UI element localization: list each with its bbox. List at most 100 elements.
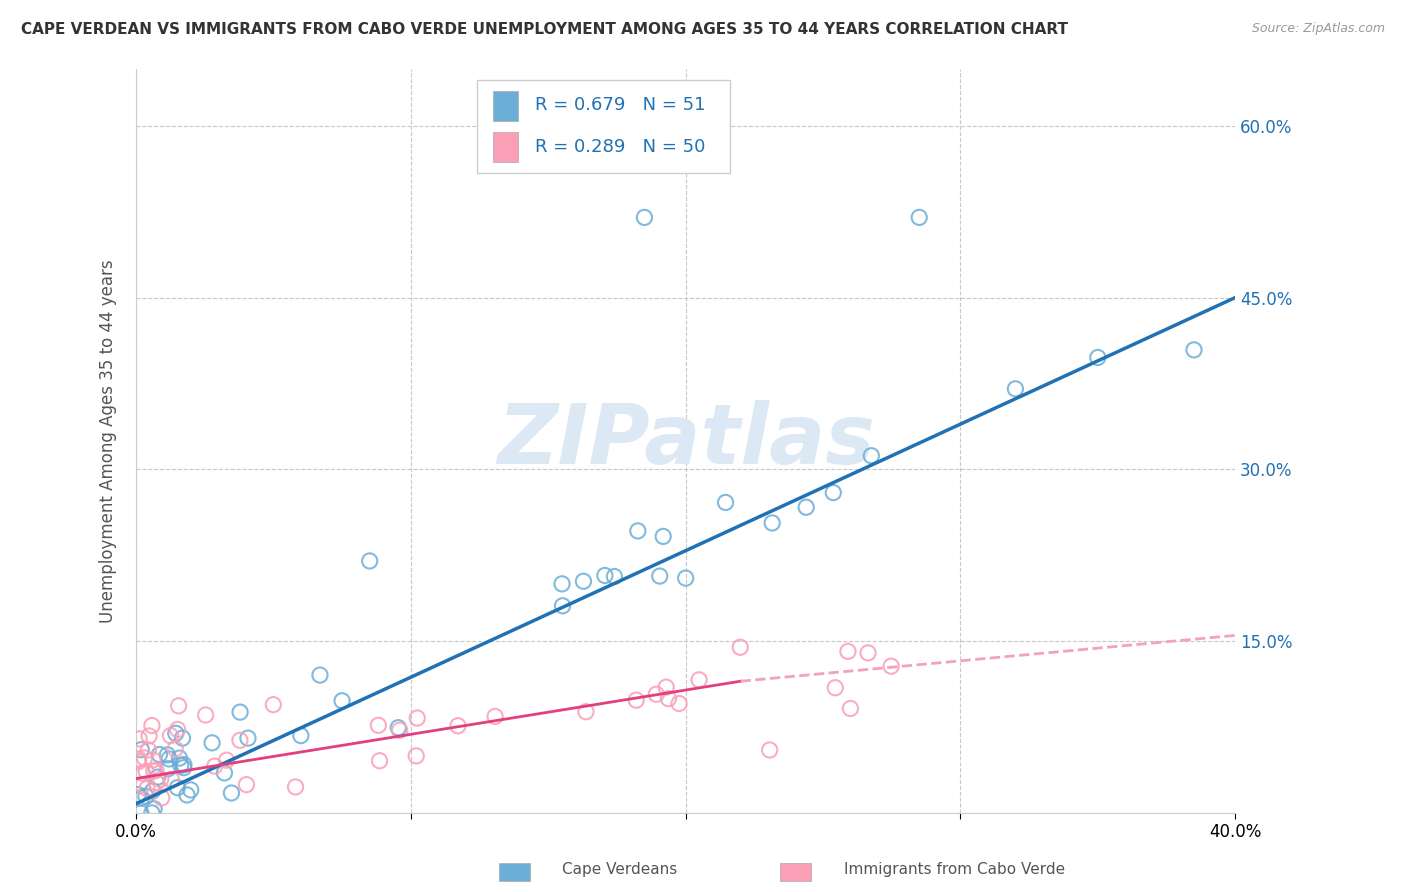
Text: Cape Verdeans: Cape Verdeans [562, 863, 678, 877]
Point [173, 761, 195, 775]
Point [176, 788, 198, 802]
Point [309, 668, 332, 682]
Point [173, 757, 195, 772]
Point [166, 780, 188, 795]
Point [648, 569, 671, 583]
Point [262, 698, 284, 712]
Point [572, 574, 595, 589]
Point [142, 764, 165, 778]
Point [824, 681, 846, 695]
Point [839, 701, 862, 715]
Point [575, 705, 598, 719]
Point [652, 529, 675, 543]
Point [645, 687, 668, 701]
Point [860, 449, 883, 463]
Point [359, 554, 381, 568]
Point [142, 753, 165, 767]
Point [484, 709, 506, 723]
Point [145, 764, 167, 778]
Point [388, 723, 411, 738]
Text: Immigrants from Cabo Verde: Immigrants from Cabo Verde [844, 863, 1064, 877]
Point [290, 729, 312, 743]
Point [714, 495, 737, 509]
Point [128, 731, 150, 746]
Point [235, 778, 257, 792]
Point [145, 775, 167, 789]
Point [668, 697, 690, 711]
Point [675, 571, 697, 585]
Point [823, 485, 845, 500]
Point [626, 693, 648, 707]
Point [169, 751, 191, 765]
Point [141, 805, 163, 820]
Point [165, 741, 187, 756]
Point [1182, 343, 1205, 357]
Point [758, 743, 780, 757]
Point [143, 802, 166, 816]
Point [166, 723, 188, 737]
Point [159, 729, 181, 743]
Point [135, 789, 157, 804]
Point [837, 644, 859, 658]
Point [160, 772, 183, 787]
Point [229, 733, 252, 747]
Point [134, 751, 156, 765]
Point [761, 516, 783, 530]
Point [236, 731, 259, 746]
Point [1087, 351, 1109, 365]
Point [688, 673, 710, 687]
Point [157, 762, 180, 776]
Point [127, 755, 149, 769]
Point [156, 747, 179, 762]
Point [627, 524, 650, 538]
Point [172, 731, 194, 745]
Point [551, 599, 574, 613]
Point [856, 646, 879, 660]
Text: R = 0.289   N = 50: R = 0.289 N = 50 [536, 137, 706, 156]
Point [165, 726, 187, 740]
Point [157, 752, 180, 766]
Point [180, 783, 202, 797]
Point [221, 786, 243, 800]
Point [368, 754, 391, 768]
Point [148, 747, 170, 762]
Text: CAPE VERDEAN VS IMMIGRANTS FROM CABO VERDE UNEMPLOYMENT AMONG AGES 35 TO 44 YEAR: CAPE VERDEAN VS IMMIGRANTS FROM CABO VER… [21, 22, 1069, 37]
Point [593, 568, 616, 582]
Point [229, 705, 252, 719]
Point [204, 759, 226, 773]
Point [149, 772, 172, 787]
Point [1004, 382, 1026, 396]
FancyBboxPatch shape [477, 79, 730, 173]
Point [138, 743, 160, 757]
Point [655, 680, 678, 694]
Point [880, 659, 903, 673]
Point [146, 770, 169, 784]
Point [794, 500, 817, 515]
Point [447, 719, 470, 733]
Point [142, 784, 165, 798]
Point [551, 577, 574, 591]
Point [367, 718, 389, 732]
Point [138, 729, 160, 743]
Point [194, 708, 217, 723]
Point [908, 211, 931, 225]
Text: R = 0.679   N = 51: R = 0.679 N = 51 [536, 96, 706, 114]
Point [633, 211, 655, 225]
Point [406, 711, 429, 725]
Point [215, 753, 238, 767]
Bar [494, 91, 517, 120]
Point [603, 569, 626, 583]
Point [201, 736, 224, 750]
Point [127, 788, 149, 802]
Point [167, 698, 190, 713]
Text: Source: ZipAtlas.com: Source: ZipAtlas.com [1251, 22, 1385, 36]
Text: ZIPatlas: ZIPatlas [496, 401, 875, 481]
Point [129, 805, 152, 820]
Point [657, 691, 679, 706]
Point [136, 781, 159, 796]
Point [405, 748, 427, 763]
Point [135, 764, 157, 779]
Point [131, 791, 153, 805]
Point [131, 778, 153, 792]
Point [128, 752, 150, 766]
